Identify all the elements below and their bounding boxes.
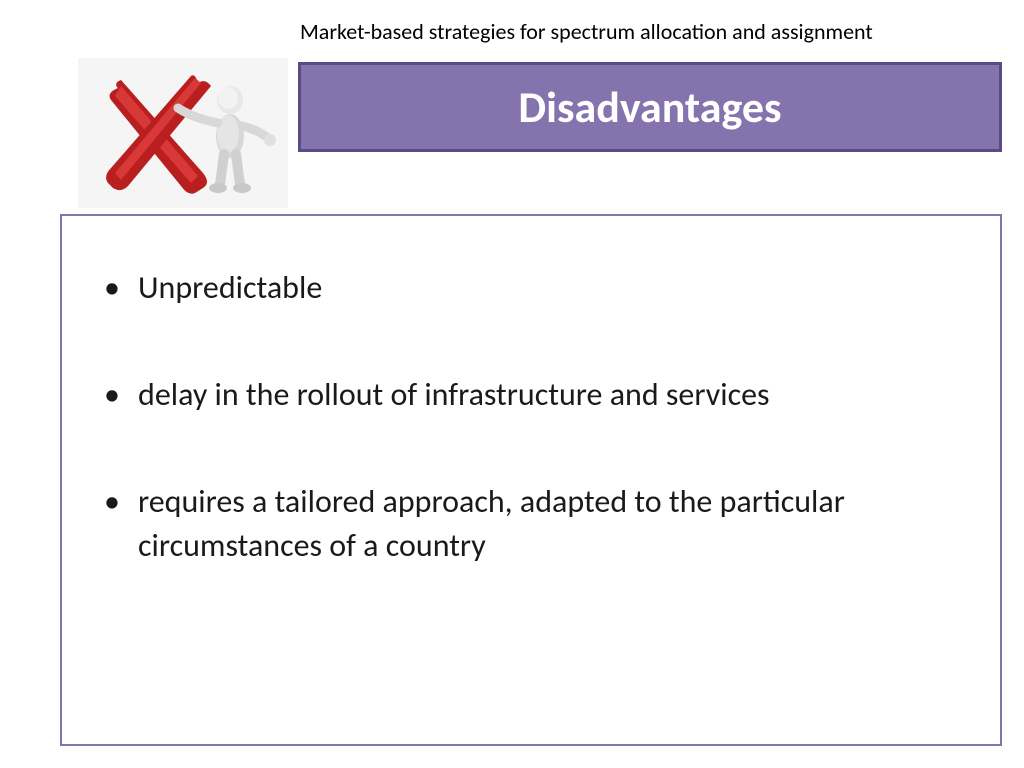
title-banner: Disadvantages <box>298 62 1002 152</box>
list-item: requires a tailored approach, adapted to… <box>98 480 964 566</box>
header-row: Disadvantages <box>78 58 1002 208</box>
x-figure-icon <box>78 58 288 208</box>
subtitle-text: Market-based strategies for spectrum all… <box>300 18 873 45</box>
slide-subtitle: Market-based strategies for spectrum all… <box>300 18 1004 45</box>
slide-title: Disadvantages <box>518 80 781 134</box>
bullet-list: Unpredictable delay in the rollout of in… <box>98 266 964 567</box>
list-item: Unpredictable <box>98 266 964 309</box>
content-box: Unpredictable delay in the rollout of in… <box>60 214 1002 746</box>
list-item: delay in the rollout of infrastructure a… <box>98 373 964 416</box>
